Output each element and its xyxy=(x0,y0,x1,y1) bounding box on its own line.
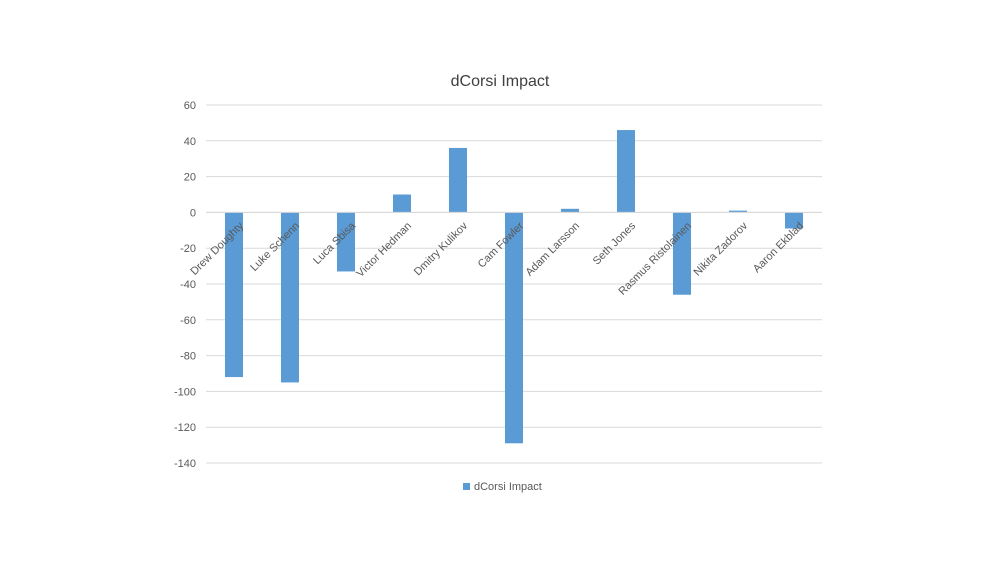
bar xyxy=(505,212,523,444)
bar xyxy=(617,130,635,213)
bar xyxy=(225,212,243,378)
y-tick-label: -120 xyxy=(174,422,196,434)
bar xyxy=(729,210,747,213)
category-label: Seth Jones xyxy=(591,220,639,268)
category-label: Victor Hedman xyxy=(354,220,414,280)
y-tick-label: 60 xyxy=(184,100,196,112)
bar xyxy=(561,208,579,213)
bar xyxy=(393,194,411,213)
bar xyxy=(281,212,299,383)
bar xyxy=(449,147,467,213)
y-tick-label: -140 xyxy=(174,458,196,470)
chart-title: dCorsi Impact xyxy=(451,73,550,90)
bar xyxy=(337,212,355,272)
y-tick-label: -80 xyxy=(180,351,196,363)
y-tick-label: 40 xyxy=(184,136,196,148)
y-tick-label: -100 xyxy=(174,386,196,398)
category-label: Aaron Ekblad xyxy=(751,220,806,275)
legend: dCorsi Impact xyxy=(463,481,542,493)
category-label: Adam Larsson xyxy=(523,220,582,279)
y-tick-label: -60 xyxy=(180,315,196,327)
bar xyxy=(673,212,691,295)
bars xyxy=(225,130,803,444)
category-label: Nikita Zadorov xyxy=(691,220,750,279)
bar xyxy=(785,212,803,229)
y-tick-label: -40 xyxy=(180,279,196,291)
legend-label: dCorsi Impact xyxy=(474,481,542,493)
legend-swatch xyxy=(463,483,470,490)
y-tick-label: 20 xyxy=(184,172,196,184)
category-label: Dmitry Kulikov xyxy=(412,220,471,279)
y-tick-label: -20 xyxy=(180,243,196,255)
y-axis-ticks: 60 40 20 0 -20 -40 -60 -80 -100 -120 -140 xyxy=(174,100,196,470)
y-tick-label: 0 xyxy=(190,207,196,219)
